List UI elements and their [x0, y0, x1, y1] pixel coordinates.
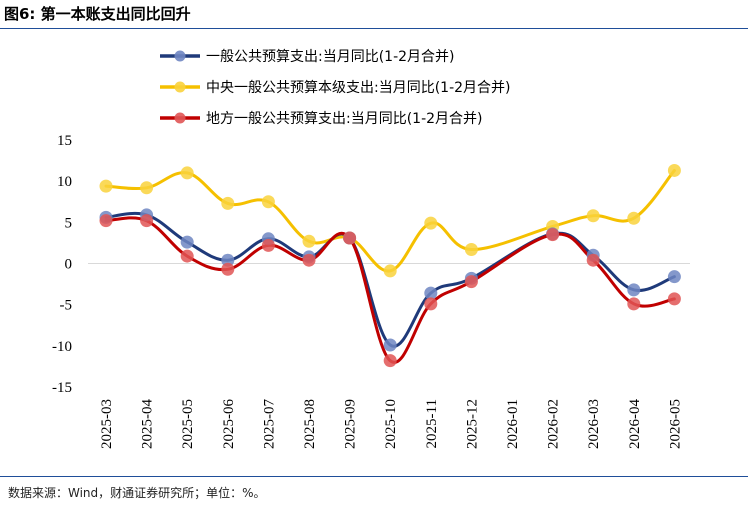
data-point: [546, 228, 560, 242]
data-point: [424, 297, 438, 311]
data-point: [383, 338, 397, 352]
data-point: [302, 234, 316, 248]
data-point: [464, 275, 478, 289]
data-point: [424, 286, 438, 300]
data-point: [586, 253, 600, 267]
x-tick-label: 2025-08: [302, 399, 318, 449]
data-point: [99, 214, 113, 228]
data-point: [667, 292, 681, 306]
series-line-2: [104, 216, 676, 364]
data-point: [221, 262, 235, 276]
y-tick-label: 5: [65, 215, 73, 231]
data-point: [464, 243, 478, 257]
x-tick-label: 2025-11: [424, 399, 440, 448]
data-point: [261, 238, 275, 252]
y-tick-label: 10: [57, 174, 72, 190]
x-tick-label: 2025-05: [180, 399, 196, 449]
chart-markers: [99, 163, 681, 368]
legend-marker-1: [174, 81, 186, 93]
legend-label-1: 中央一般公共预算本级支出:当月同比(1-2月合并): [206, 80, 511, 96]
data-point: [221, 253, 235, 267]
y-tick-label: 15: [57, 133, 72, 149]
y-tick-label: -5: [60, 298, 73, 314]
data-point: [180, 166, 194, 180]
data-point: [261, 195, 275, 209]
data-point: [302, 253, 316, 267]
data-point: [627, 297, 641, 311]
bottom-rule: [0, 476, 748, 477]
y-tick-label: -10: [52, 339, 72, 355]
legend-marker-2: [174, 112, 186, 124]
top-rule: [0, 28, 748, 29]
data-point: [140, 181, 154, 195]
y-tick-label: 0: [65, 257, 73, 273]
x-tick-label: 2026-02: [546, 399, 562, 449]
data-point: [343, 231, 357, 245]
x-tick-label: 2026-03: [586, 399, 602, 449]
x-tick-label: 2026-05: [667, 399, 683, 449]
data-point: [383, 264, 397, 278]
line-chart: 一般公共预算支出:当月同比(1-2月合并) 中央一般公共预算本级支出:当月同比(1…: [52, 49, 690, 449]
legend-label-0: 一般公共预算支出:当月同比(1-2月合并): [206, 49, 455, 65]
data-point: [383, 354, 397, 368]
chart-tick-labels: 15 10 5 0 -5 -10 -15 2025-03 2025-04 2025-05 2025-…: [52, 133, 683, 449]
x-tick-label: 2026-04: [627, 399, 643, 449]
x-tick-label: 2026-01: [505, 399, 521, 449]
figure-title: 图6: 第一本账支出同比回升: [4, 5, 191, 23]
series-line-0: [104, 211, 676, 348]
data-point: [667, 270, 681, 284]
data-point: [627, 211, 641, 225]
x-tick-label: 2025-10: [383, 399, 399, 449]
x-tick-label: 2025-09: [343, 399, 359, 449]
data-point: [180, 249, 194, 263]
data-point: [99, 179, 113, 193]
legend-marker-0: [174, 50, 186, 62]
data-point: [627, 283, 641, 297]
x-tick-label: 2025-04: [140, 399, 156, 449]
x-tick-label: 2025-06: [221, 399, 237, 449]
data-point: [424, 216, 438, 230]
data-point: [586, 209, 600, 223]
data-point: [667, 163, 681, 177]
data-point: [140, 214, 154, 228]
x-tick-label: 2025-03: [99, 399, 115, 449]
source-note: 数据来源：Wind，财通证券研究所；单位：%。: [8, 486, 266, 500]
data-point: [180, 235, 194, 249]
x-tick-label: 2025-07: [261, 399, 277, 449]
x-tick-label: 2025-12: [464, 399, 480, 449]
data-point: [221, 196, 235, 210]
y-tick-label: -15: [52, 380, 72, 396]
legend-label-2: 地方一般公共预算支出:当月同比(1-2月合并): [206, 111, 483, 127]
chart-legend: 一般公共预算支出:当月同比(1-2月合并) 中央一般公共预算本级支出:当月同比(1…: [160, 49, 511, 127]
